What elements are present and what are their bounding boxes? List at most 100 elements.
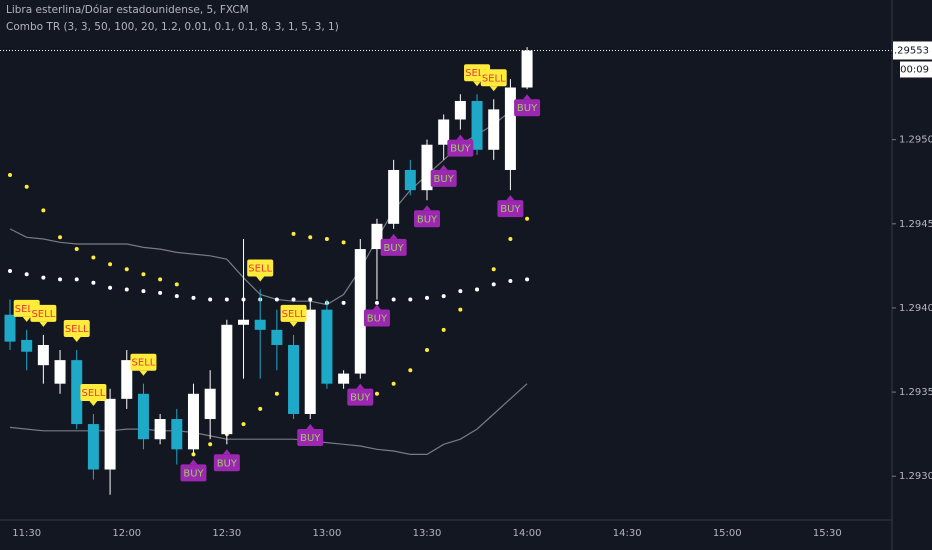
candle-body [187,393,199,450]
candle-body [288,344,300,414]
indicator-dot [258,406,263,411]
countdown-label: 00:09 [900,64,929,75]
signal-box [30,304,57,322]
indicator-dot [74,277,79,282]
sell-signal: SELL [63,320,90,343]
candle-body [421,144,433,191]
indicator-dot [425,348,429,353]
signal-pointer [139,370,148,376]
indicator-dot [391,381,396,386]
y-tick-label: 1.29450 [899,219,932,230]
x-tick-label: 15:00 [713,528,742,539]
buy-signal: BUY [297,424,324,447]
indicator-dot [525,277,530,282]
candle-body [37,344,49,366]
candle-body [4,314,16,342]
signal-pointer [222,449,231,455]
signal-label: BUY [417,214,438,225]
buy-signal: BUY [180,459,207,482]
candle-body [171,419,183,450]
indicator-dot [41,208,46,213]
signal-pointer [256,276,265,282]
signal-label: SELL [248,263,272,274]
signal-box [280,304,307,322]
last-price-label: 1.29553 [888,45,929,56]
candle-body [121,360,133,399]
indicator-dot [374,391,379,396]
signal-label: BUY [450,144,471,155]
candle-body [454,100,466,120]
sell-signal: SELL [130,353,157,376]
candle-body [21,339,33,352]
indicator-dot [408,297,413,302]
indicator-dot [158,290,163,295]
y-tick-label: 1.29500 [899,135,932,146]
signal-label: SELL [282,309,306,320]
candle-body [321,309,333,384]
x-tick-label: 14:00 [513,528,542,539]
signal-box [430,169,457,187]
last-price-box [893,41,932,60]
indicator-dot [8,268,12,273]
signal-box [180,464,207,482]
indicator-dot [341,240,346,245]
candle-body [238,319,250,325]
indicator-dot [341,300,346,305]
signal-box [130,353,157,371]
candle-body [438,119,450,145]
indicator-dot [58,235,63,240]
buy-signal: BUY [514,94,541,117]
indicator-dot [274,391,279,396]
signal-label: SELL [65,324,89,335]
candle-body [488,109,500,150]
indicator-dot [458,289,463,294]
buy-signal: BUY [414,205,440,228]
signal-label: BUY [367,314,388,325]
indicator-dot [124,287,129,292]
indicator-dot [308,235,313,240]
candle-body [137,393,149,440]
indicator-dot [374,300,379,305]
signal-pointer [39,321,48,327]
indicator-dot [174,294,179,299]
candle-body [54,360,66,384]
candle-body [404,169,416,191]
buy-signal: BUY [497,195,524,218]
signal-pointer [489,86,498,92]
x-tick-label: 12:00 [112,528,141,539]
indicator-dot [141,272,146,277]
candle-body [154,419,166,440]
indicator-dot [91,280,96,285]
signal-pointer [506,195,515,201]
signal-label: SELL [132,358,156,369]
buy-signal: BUY [380,233,407,256]
indicator-dot [441,327,446,332]
indicator-dot [475,287,480,292]
indicator-dot [508,279,513,284]
candle-body [104,398,116,470]
indicator-dot [208,297,213,302]
indicator-dot [58,277,63,282]
signal-box [347,388,374,406]
y-tick-label: 1.29350 [899,387,932,398]
plot-area: SELLSELLSELLSELLSELLBUYBUYSELLSELLBUYBUY… [4,47,541,495]
band-line [9,103,528,306]
signal-label: BUY [183,468,204,479]
signal-box [80,383,107,401]
candle-body [354,249,366,374]
buy-signal: BUY [430,164,457,187]
indicator-dot [291,231,296,236]
sell-signal: SELL [80,383,107,406]
indicator-dot [108,285,113,290]
signal-pointer [89,400,98,406]
indicator-dot [158,277,163,282]
candle-body [471,100,483,150]
candle-body [338,373,350,384]
signal-label: SELL [465,68,489,79]
signal-pointer [473,81,482,87]
signal-box [247,259,274,277]
signal-pointer [306,424,315,430]
signal-box [447,139,474,157]
